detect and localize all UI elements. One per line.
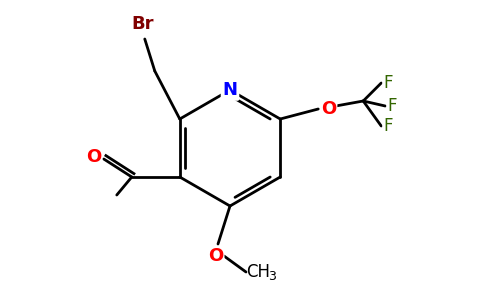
Text: F: F bbox=[387, 97, 397, 115]
Text: O: O bbox=[321, 100, 336, 118]
Text: O: O bbox=[209, 247, 224, 265]
Text: 3: 3 bbox=[268, 269, 276, 283]
Text: N: N bbox=[223, 81, 238, 99]
Text: CH: CH bbox=[246, 263, 270, 281]
Text: O: O bbox=[86, 148, 101, 166]
Text: Br: Br bbox=[132, 15, 154, 33]
Text: F: F bbox=[383, 74, 393, 92]
Text: F: F bbox=[383, 117, 393, 135]
